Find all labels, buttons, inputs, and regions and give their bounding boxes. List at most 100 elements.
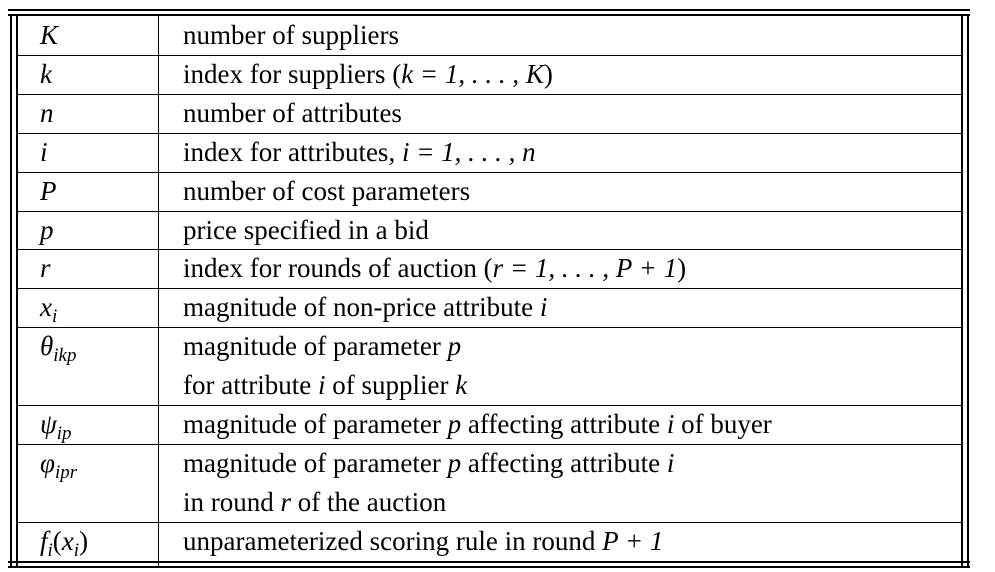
description-line: index for suppliers (k = 1, . . . , K) [183,55,553,94]
math: p [40,214,54,245]
text: number of attributes [183,97,402,128]
symbol-cell: i [40,133,48,172]
top-rule [8,9,970,11]
math: k = 1, . . . , K [401,58,544,89]
description-line: number of cost parameters [183,172,470,211]
text: price specified in a bid [183,214,429,245]
symbol-cell: fi(xi) [40,522,88,570]
symbol-cell: p [40,211,54,250]
text: index for attributes, [183,136,402,167]
text: number of suppliers [183,20,399,50]
math: x [61,525,74,556]
bottom-rule [8,566,970,568]
description-line: price specified in a bid [183,211,429,250]
symbol-cell: n [40,94,54,133]
top-rule [8,14,970,16]
text: affecting attribute [461,409,667,439]
subscript: i [73,539,80,561]
text: magnitude of parameter [183,331,448,362]
math: x [40,292,52,323]
math: f [40,525,48,556]
text: for attribute [183,370,318,401]
symbol-cell: P [40,172,57,211]
subscript: i [47,539,53,561]
math: i = 1, . . . , n [401,136,536,167]
math: n [40,97,54,128]
math: i [666,447,675,478]
description-line: in round r of the auction [183,483,446,522]
text: unparameterized scoring rule in round [183,525,603,556]
text: magnitude of parameter [183,409,448,439]
symbol-cell: k [40,55,52,94]
row-rule [16,132,963,134]
subscript: ipr [54,461,78,483]
subscript: ikp [53,345,77,367]
row-rule [16,249,963,251]
row-rule [16,288,963,290]
description-line: magnitude of parameter p [183,327,461,366]
row-rule [16,54,963,56]
math: φ [40,447,55,478]
left-border [10,14,12,566]
math: θ [40,331,54,362]
text: ) [543,58,553,89]
math: i [317,370,326,401]
math: ψ [40,409,57,439]
math: ( [52,525,62,556]
math: i [539,292,548,323]
math: r [280,486,292,517]
math: r [40,253,51,284]
math: P [40,175,57,206]
bottom-rule [8,561,970,563]
math: K [40,20,59,50]
math: p [447,331,462,362]
description-line: magnitude of parameter p affecting attri… [183,444,674,483]
right-border [961,14,963,566]
text: of the auction [291,486,447,517]
description-line: for attribute i of supplier k [183,366,467,405]
math: r = 1, . . . , P + 1 [492,253,678,284]
text: number of cost parameters [183,175,471,206]
row-rule [16,405,963,406]
text: magnitude of non-price attribute [183,292,540,323]
row-rule [16,171,963,173]
description-line: magnitude of parameter p affecting attri… [183,405,772,444]
left-border [16,14,18,566]
math: p [447,447,462,478]
description-line: index for rounds of auction (r = 1, . . … [183,249,686,288]
description-line: magnitude of non-price attribute i [183,288,547,327]
math: k [40,58,52,89]
symbol-cell: ψip [40,405,72,453]
row-rule [16,521,963,523]
math: k [455,370,468,401]
math: p [447,409,462,439]
description-line: index for attributes, i = 1, . . . , n [183,133,536,172]
symbol-cell: K [40,16,58,55]
symbol-cell: xi [40,288,57,336]
math: i [40,136,48,167]
column-divider [158,14,159,566]
subscript: ip [56,423,72,444]
row-rule [16,443,963,445]
text: affecting attribute [461,447,667,478]
text: ) [677,253,687,284]
text: of buyer [674,409,772,439]
text: index for suppliers ( [183,58,402,89]
math: P + 1 [602,525,664,556]
symbol-cell: r [40,249,51,288]
text: in round [183,486,281,517]
row-rule [16,210,963,212]
right-border [967,14,969,566]
symbol-cell: θikp [40,327,76,375]
row-rule [16,93,963,95]
math: ) [79,525,89,556]
symbol-cell: φipr [40,444,77,492]
description-line: unparameterized scoring rule in round P … [183,522,663,561]
description-line: number of attributes [183,94,402,133]
text: index for rounds of auction ( [183,253,493,284]
text: of supplier [325,370,456,401]
description-line: number of suppliers [183,16,399,55]
row-rule [16,327,963,329]
subscript: i [51,306,58,328]
